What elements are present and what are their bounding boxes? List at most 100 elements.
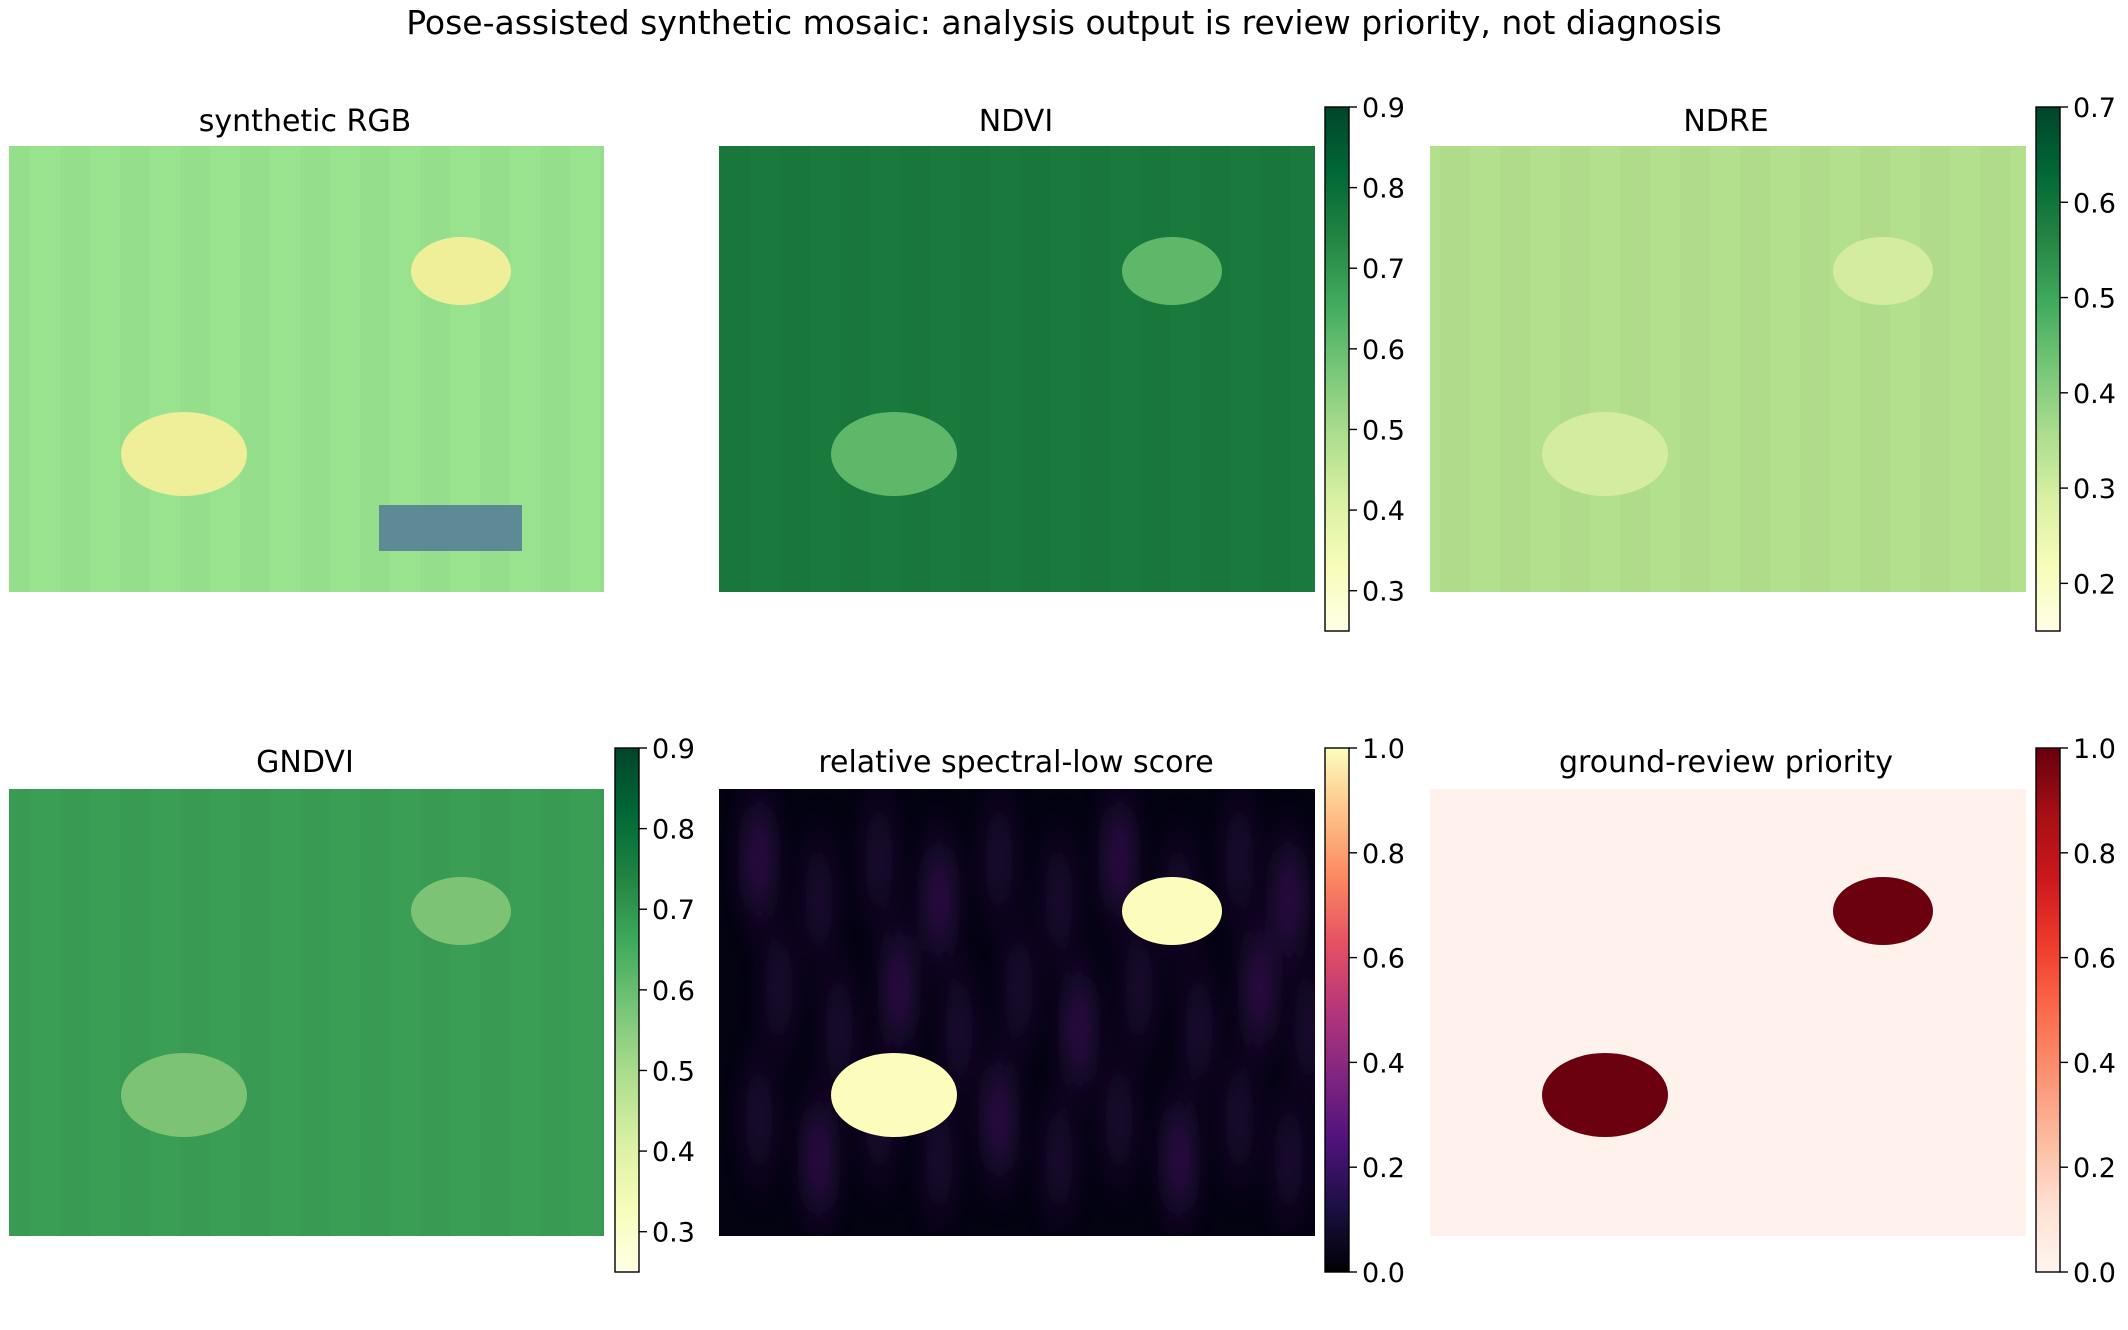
- colorbar-tick-label: 0.5: [1362, 415, 1405, 446]
- score-noise-band: [1105, 1064, 1133, 1174]
- colorbar-tick-label: 0.5: [2073, 284, 2116, 315]
- priority-patch-1: [1833, 877, 1933, 945]
- colorbar-tick-label: 0.8: [1362, 174, 1405, 205]
- colorbar-tick-label: 0.8: [2073, 839, 2116, 870]
- score-noise-band: [985, 1064, 1013, 1174]
- score-noise-band: [865, 804, 893, 914]
- panel-ndre: NDRE 0.2 0.3 0.4 0.5 0.6 0.7: [1430, 93, 2116, 632]
- score-noise-band: [1225, 804, 1253, 914]
- ndvi-field-stripes: [719, 146, 1315, 592]
- colorbar-tick-label: 0.9: [652, 734, 695, 765]
- score-noise-band: [1105, 804, 1133, 914]
- panel-title: GNDVI: [256, 745, 354, 780]
- colorbar-tick-label: 0.4: [1362, 496, 1405, 527]
- score-patch-2: [831, 1053, 957, 1137]
- score-colorbar-ticks: 0.0 0.2 0.4 0.6 0.8 1.0: [1349, 734, 1405, 1289]
- ndvi-colorbar: [1324, 106, 1350, 632]
- colorbar-tick-label: 0.7: [1362, 254, 1405, 285]
- colorbar-tick-label: 0.6: [2073, 944, 2116, 975]
- score-noise-band: [1275, 1104, 1303, 1214]
- score-noise-band: [1245, 934, 1273, 1044]
- score-noise-band: [1295, 974, 1315, 1084]
- colorbar-tick-label: 1.0: [1362, 734, 1405, 765]
- score-noise-band: [945, 974, 973, 1084]
- priority-field: [1430, 789, 2026, 1236]
- panel-title: ground-review priority: [1559, 745, 1893, 780]
- colorbar-tick-label: 0.9: [1362, 93, 1405, 124]
- panel-spectral-low-score: relative spectral-low score 0.0 0.2 0.4 0.6…: [719, 734, 1405, 1289]
- colorbar-tick-label: 0.3: [2073, 474, 2116, 505]
- priority-patch-2: [1542, 1053, 1668, 1137]
- score-noise-band: [1045, 844, 1073, 954]
- colorbar-tick-label: 0.0: [1362, 1258, 1405, 1289]
- colorbar-tick-label: 0.2: [2073, 569, 2116, 600]
- score-noise-band: [925, 844, 953, 954]
- colorbar-tick-label: 0.6: [1362, 944, 1405, 975]
- score-noise-band: [1275, 844, 1303, 954]
- score-noise-band: [805, 844, 833, 954]
- colorbar-tick-label: 0.4: [652, 1137, 695, 1168]
- colorbar-tick-label: 0.7: [652, 895, 695, 926]
- score-noise-band: [985, 804, 1013, 914]
- panel-ndvi: NDVI 0.3 0.4 0.5 0.6 0.7 0.8 0.9: [719, 93, 1405, 632]
- ndre-patch-1: [1833, 237, 1933, 305]
- panel-title: NDRE: [1683, 104, 1768, 139]
- score-noise-band: [885, 934, 913, 1044]
- colorbar-tick-label: 0.6: [2073, 188, 2116, 219]
- rgb-patch-2: [121, 412, 247, 496]
- panel-title: synthetic RGB: [199, 104, 411, 139]
- score-noise-band: [1225, 1064, 1253, 1174]
- score-noise-band: [1125, 934, 1153, 1044]
- score-noise-band: [745, 1064, 773, 1174]
- colorbar-tick-label: 0.5: [652, 1056, 695, 1087]
- colorbar-tick-label: 0.8: [1362, 839, 1405, 870]
- colorbar-tick-label: 0.4: [1362, 1048, 1405, 1079]
- score-noise-band: [1165, 1104, 1193, 1214]
- score-patch-1: [1122, 877, 1222, 945]
- colorbar-tick-label: 0.6: [652, 976, 695, 1007]
- ndvi-colorbar-ticks: 0.3 0.4 0.5 0.6 0.7 0.8 0.9: [1349, 93, 1405, 608]
- priority-colorbar-ticks: 0.0 0.2 0.4 0.6 0.8 1.0: [2060, 734, 2116, 1289]
- score-noise-band: [765, 934, 793, 1044]
- colorbar-tick-label: 0.2: [1362, 1153, 1405, 1184]
- panel-gndvi: GNDVI 0.3 0.4 0.5 0.6 0.7 0.8 0.9: [9, 734, 695, 1273]
- rgb-patch-1: [411, 237, 511, 305]
- panel-ground-review-priority: ground-review priority 0.0 0.2 0.4 0.6 0.8 1.…: [1430, 734, 2116, 1289]
- score-noise-band: [745, 804, 773, 914]
- ndre-patch-2: [1542, 412, 1668, 496]
- ndvi-patch-2: [831, 412, 957, 496]
- score-colorbar: [1324, 747, 1350, 1273]
- colorbar-tick-label: 0.8: [652, 815, 695, 846]
- gndvi-patch-1: [411, 877, 511, 945]
- colorbar-tick-label: 0.4: [2073, 1048, 2116, 1079]
- colorbar-tick-label: 1.0: [2073, 734, 2116, 765]
- rgb-panel-block: [379, 505, 522, 551]
- gndvi-colorbar: [614, 747, 640, 1273]
- colorbar-tick-label: 0.2: [2073, 1153, 2116, 1184]
- colorbar-tick-label: 0.6: [1362, 335, 1405, 366]
- figure-title: Pose-assisted synthetic mosaic: analysis…: [406, 3, 1722, 42]
- panel-title: NDVI: [979, 104, 1053, 139]
- colorbar-tick-label: 0.3: [1362, 577, 1405, 608]
- score-noise-band: [1065, 974, 1093, 1084]
- colorbar-tick-label: 0.7: [2073, 93, 2116, 124]
- score-noise-band: [925, 1104, 953, 1214]
- score-noise-band: [805, 1104, 833, 1214]
- priority-colorbar: [2035, 747, 2061, 1273]
- ndvi-patch-1: [1122, 237, 1222, 305]
- gndvi-field-stripes: [9, 789, 604, 1236]
- colorbar-tick-label: 0.0: [2073, 1258, 2116, 1289]
- colorbar-tick-label: 0.3: [652, 1218, 695, 1249]
- panel-synthetic-rgb: synthetic RGB: [9, 104, 604, 592]
- ndre-colorbar: [2035, 106, 2061, 632]
- score-noise-band: [1185, 974, 1213, 1084]
- gndvi-colorbar-ticks: 0.3 0.4 0.5 0.6 0.7 0.8 0.9: [639, 734, 695, 1249]
- ndre-colorbar-ticks: 0.2 0.3 0.4 0.5 0.6 0.7: [2060, 93, 2116, 600]
- score-noise-band: [825, 974, 853, 1084]
- score-noise-band: [1045, 1104, 1073, 1214]
- panel-title: relative spectral-low score: [818, 745, 1213, 780]
- colorbar-tick-label: 0.4: [2073, 379, 2116, 410]
- score-noise-band: [1005, 934, 1033, 1044]
- ndre-field-stripes: [1430, 146, 2026, 592]
